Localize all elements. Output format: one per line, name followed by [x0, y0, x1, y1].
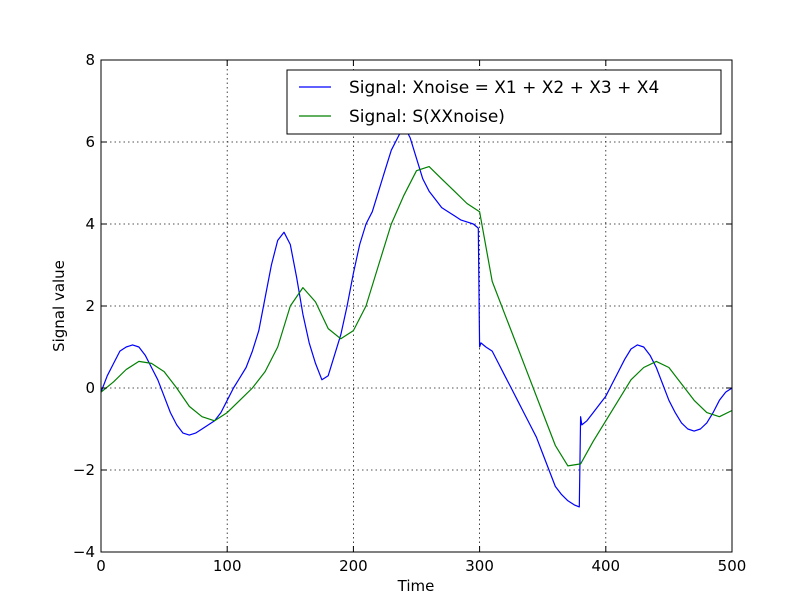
- y-tick-label: 4: [85, 215, 95, 233]
- x-tick-label: 400: [591, 557, 620, 575]
- axis-ticks: 0 100 200 300 400 500 −4 −2 0 2 4 6 8: [73, 51, 746, 575]
- series-line-xnoise: [101, 124, 732, 508]
- y-axis-label: Signal value: [50, 260, 68, 352]
- grid: [101, 60, 732, 552]
- y-tick-label: 2: [85, 297, 95, 315]
- legend-label-xnoise: Signal: Xnoise = X1 + X2 + X3 + X4: [349, 78, 659, 98]
- x-axis-label: Time: [397, 577, 435, 595]
- y-tick-label: 0: [85, 379, 95, 397]
- series-line-s-xxnoise: [101, 166, 732, 467]
- y-tick-label: 8: [85, 51, 95, 69]
- y-tick-label: 6: [85, 133, 95, 151]
- legend-label-s-xxnoise: Signal: S(XXnoise): [349, 107, 505, 127]
- x-tick-label: 200: [339, 557, 368, 575]
- series-layer: [101, 124, 732, 508]
- y-tick-label: −2: [73, 461, 95, 479]
- x-tick-label: 300: [465, 557, 494, 575]
- x-tick-label: 100: [213, 557, 242, 575]
- legend: Signal: Xnoise = X1 + X2 + X3 + X4 Signa…: [286, 69, 722, 135]
- x-tick-label: 500: [718, 557, 747, 575]
- y-tick-label: −4: [73, 543, 95, 561]
- legend-box: [286, 69, 722, 135]
- x-tick-label: 0: [96, 557, 106, 575]
